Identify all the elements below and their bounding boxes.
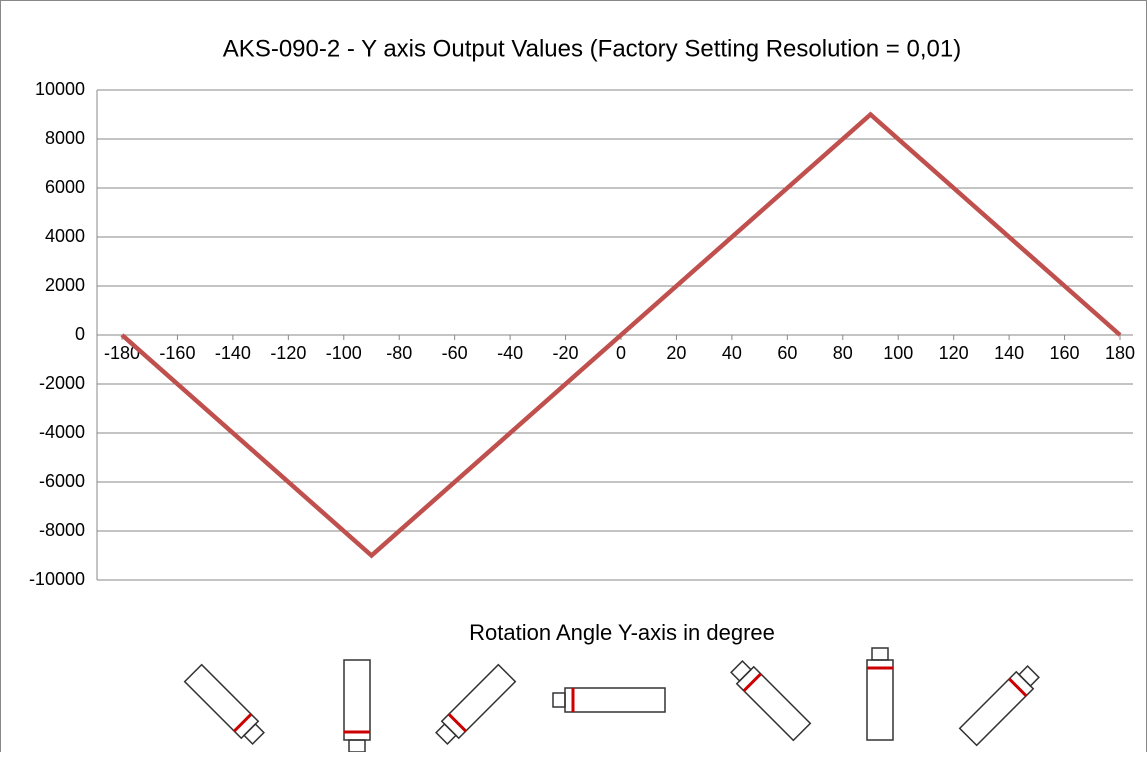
y-tick-label: -4000 xyxy=(39,422,85,442)
x-tick-label: 80 xyxy=(833,343,853,363)
x-tick-label: 180 xyxy=(1105,343,1135,363)
x-tick-label: -180 xyxy=(104,343,140,363)
x-tick-label: 20 xyxy=(666,343,686,363)
x-tick-label: -100 xyxy=(326,343,362,363)
x-tick-label: -80 xyxy=(386,343,412,363)
x-tick-label: -20 xyxy=(553,343,579,363)
y-tick-label: -6000 xyxy=(39,471,85,491)
y-tick-label: 2000 xyxy=(45,275,85,295)
x-tick-label: 140 xyxy=(994,343,1024,363)
y-tick-label: -2000 xyxy=(39,373,85,393)
y-tick-label: -8000 xyxy=(39,520,85,540)
x-tick-label: 160 xyxy=(1050,343,1080,363)
x-tick-label: 60 xyxy=(777,343,797,363)
x-tick-label: 120 xyxy=(939,343,969,363)
y-tick-label: 8000 xyxy=(45,128,85,148)
x-tick-label: -60 xyxy=(442,343,468,363)
data-line xyxy=(120,111,1122,559)
chart-title: AKS-090-2 - Y axis Output Values (Factor… xyxy=(223,35,961,62)
y-tick-label: 0 xyxy=(75,324,85,344)
x-axis-label: Rotation Angle Y-axis in degree xyxy=(469,620,775,645)
x-tick-label: -140 xyxy=(215,343,251,363)
y-tick-label: -10000 xyxy=(29,569,85,589)
x-tick-label: 40 xyxy=(722,343,742,363)
y-tick-label: 6000 xyxy=(45,177,85,197)
orientation-icons xyxy=(183,647,1040,753)
y-tick-label: 10000 xyxy=(35,79,85,99)
x-tick-label: -40 xyxy=(497,343,523,363)
x-tick-label: -160 xyxy=(159,343,195,363)
x-tick-label: -120 xyxy=(270,343,306,363)
x-tick-label: 0 xyxy=(616,343,626,363)
y-tick-label: 4000 xyxy=(45,226,85,246)
x-tick-label: 100 xyxy=(883,343,913,363)
